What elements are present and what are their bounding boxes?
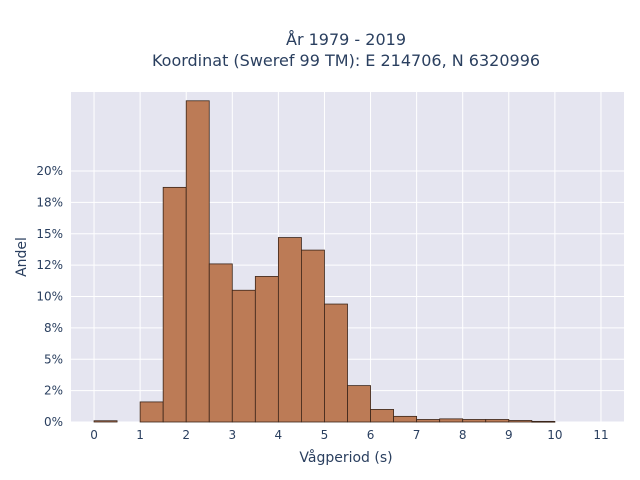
- y-tick-labels: 0% 2% 5% 8% 10% 12% 15% 18% 20%: [36, 164, 63, 429]
- y-tick-label: 20%: [36, 164, 63, 178]
- histogram-bar: [231, 289, 256, 423]
- histogram-bar: [254, 276, 279, 423]
- histogram-bar: [162, 186, 187, 423]
- x-axis-label: Vågperiod (s): [299, 449, 392, 466]
- histogram-bar: [93, 420, 118, 423]
- y-tick-label: 15%: [36, 227, 63, 241]
- histogram-bar: [508, 420, 533, 423]
- x-tick-label: 8: [459, 428, 467, 442]
- histogram-bar: [185, 100, 210, 423]
- y-tick-label: 12%: [36, 258, 63, 272]
- x-tick-label: 0: [90, 428, 98, 442]
- x-tick-label: 3: [228, 428, 236, 442]
- y-tick-label: 8%: [44, 321, 63, 335]
- histogram-bar: [208, 263, 233, 423]
- histogram-bar: [347, 385, 371, 423]
- histogram-bar: [301, 249, 325, 423]
- chart-title-line-2: Koordinat (Sweref 99 TM): E 214706, N 63…: [152, 51, 540, 70]
- x-tick-label: 1: [136, 428, 144, 442]
- histogram-bar: [277, 237, 302, 423]
- histogram-bar: [462, 419, 487, 423]
- x-tick-label: 10: [547, 428, 562, 442]
- y-tick-label: 5%: [44, 352, 63, 366]
- x-tick-label: 5: [321, 428, 329, 442]
- histogram-bar: [324, 303, 348, 423]
- y-axis-label: Andel: [14, 237, 30, 277]
- x-tick-label: 2: [182, 428, 190, 442]
- y-tick-label: 10%: [36, 290, 63, 304]
- x-tick-label: 4: [275, 428, 283, 442]
- chart-title-line-1: År 1979 - 2019: [286, 30, 406, 49]
- histogram-bar: [531, 420, 556, 423]
- y-tick-label: 0%: [44, 415, 63, 429]
- histogram-bar: [439, 418, 464, 423]
- y-tick-label: 2%: [44, 384, 63, 398]
- histogram-bars: [93, 100, 556, 423]
- x-tick-label: 7: [413, 428, 421, 442]
- histogram-bar: [393, 415, 418, 423]
- histogram-bar: [139, 401, 164, 423]
- histogram-bar: [485, 419, 510, 423]
- x-tick-label: 6: [367, 428, 375, 442]
- x-tick-label: 9: [505, 428, 513, 442]
- x-tick-labels: 0 1 2 3 4 5 6 7 8 9 10 11: [90, 428, 608, 442]
- histogram-bar: [370, 409, 394, 423]
- x-tick-label: 11: [593, 428, 608, 442]
- y-tick-label: 18%: [36, 195, 63, 209]
- histogram-bar: [416, 419, 441, 423]
